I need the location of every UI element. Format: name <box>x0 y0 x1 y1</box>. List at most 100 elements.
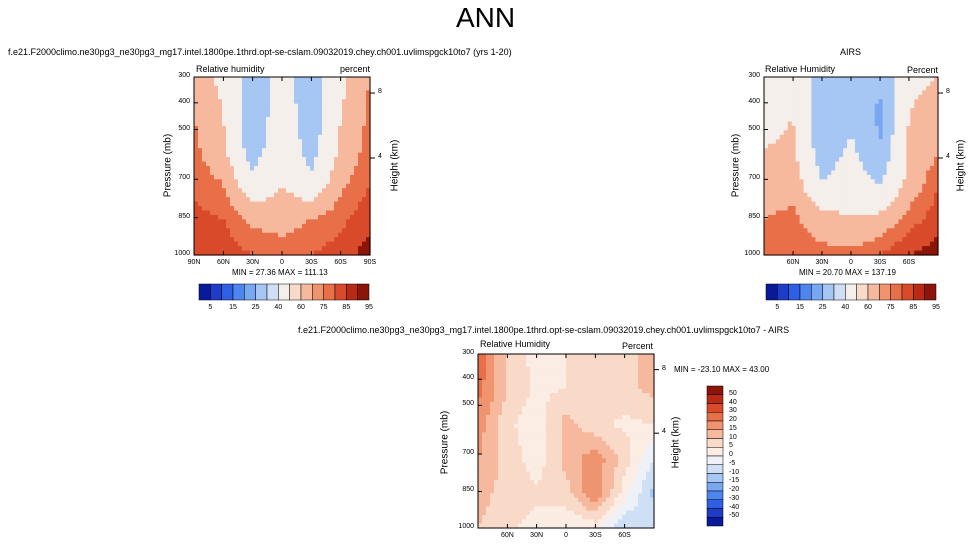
contour-cell <box>854 81 860 87</box>
contour-cell <box>642 419 647 425</box>
contour-cell <box>482 362 487 368</box>
contour-cell <box>582 401 587 407</box>
contour-cell <box>870 103 876 109</box>
contour-cell <box>294 130 299 136</box>
contour-cell <box>862 134 868 140</box>
contour-cell <box>294 210 299 216</box>
contour-cell <box>482 414 487 420</box>
panel-model-case-title: f.e21.F2000climo.ne30pg3_ne30pg3_mg17.in… <box>8 47 512 57</box>
contour-cell <box>594 380 599 386</box>
contour-cell <box>878 77 884 83</box>
panel-obs-variable-label: Relative Humidity <box>765 64 836 74</box>
contour-cell <box>226 148 231 154</box>
contour-cell <box>618 423 623 429</box>
contour-cell <box>234 188 239 194</box>
contour-cell <box>874 246 880 252</box>
contour-cell <box>791 201 797 207</box>
contour-cell <box>894 228 900 234</box>
contour-cell <box>779 148 785 154</box>
contour-cell <box>803 152 809 158</box>
contour-cell <box>811 121 816 127</box>
contour-cell <box>502 362 507 368</box>
contour-cell <box>358 228 363 234</box>
contour-cell <box>851 201 856 207</box>
contour-cell <box>851 228 856 234</box>
contour-cell <box>890 77 896 83</box>
contour-cell <box>510 388 515 394</box>
contour-cell <box>602 419 607 425</box>
contour-cell <box>858 219 864 225</box>
contour-cell <box>878 210 884 216</box>
contour-cell <box>214 152 219 158</box>
contour-cell <box>779 108 785 114</box>
contour-cell <box>764 143 769 149</box>
contour-cell <box>206 139 211 145</box>
contour-cell <box>799 250 805 256</box>
contour-cell <box>266 125 271 131</box>
contour-cell <box>878 214 884 220</box>
contour-cell <box>926 130 931 136</box>
contour-cell <box>266 139 271 145</box>
contour-cell <box>518 393 523 399</box>
contour-cell <box>490 388 495 394</box>
contour-cell <box>854 170 860 176</box>
contour-cell <box>238 94 243 100</box>
contour-cell <box>238 152 243 158</box>
contour-cell <box>914 134 919 140</box>
contour-cell <box>878 183 884 189</box>
colorbar-swatch <box>867 283 880 301</box>
contour-cell <box>294 99 299 105</box>
contour-cell <box>775 201 781 207</box>
contour-cell <box>803 214 809 220</box>
panel-diff-case-title: f.e21.F2000climo.ne30pg3_ne30pg3_mg17.in… <box>298 325 790 335</box>
contour-cell <box>634 441 639 446</box>
contour-cell <box>266 143 271 149</box>
contour-cell <box>764 246 769 252</box>
contour-cell <box>894 170 900 176</box>
contour-cell <box>262 130 267 136</box>
contour-cell <box>230 210 235 216</box>
contour-cell <box>294 148 299 154</box>
contour-cell <box>819 143 824 149</box>
contour-cell <box>218 77 223 83</box>
contour-cell <box>835 134 840 140</box>
contour-cell <box>598 388 603 394</box>
contour-cell <box>906 223 911 229</box>
contour-cell <box>922 130 927 136</box>
contour-cell <box>590 371 595 377</box>
contour-cell <box>622 458 627 464</box>
contour-cell <box>642 410 647 416</box>
contour-cell <box>882 85 888 91</box>
contour-cell <box>250 121 255 127</box>
contour-cell <box>882 206 888 212</box>
contour-cell <box>815 117 820 123</box>
contour-cell <box>522 371 527 377</box>
contour-cell <box>278 214 283 220</box>
contour-cell <box>854 237 860 243</box>
contour-cell <box>610 419 615 425</box>
contour-cell <box>799 125 805 131</box>
contour-cell <box>202 241 207 247</box>
contour-cell <box>330 246 335 252</box>
contour-cell <box>898 201 903 207</box>
contour-cell <box>506 362 511 368</box>
contour-cell <box>206 90 211 96</box>
contour-cell <box>878 134 884 140</box>
contour-cell <box>650 445 655 451</box>
contour-cell <box>914 174 919 180</box>
contour-cell <box>294 246 299 252</box>
contour-cell <box>910 117 915 123</box>
contour-cell <box>843 214 848 220</box>
contour-cell <box>550 462 555 468</box>
contour-cell <box>839 188 844 194</box>
contour-cell <box>618 375 623 381</box>
contour-cell <box>799 241 805 247</box>
contour-cell <box>238 125 243 131</box>
contour-cell <box>530 354 535 359</box>
panel-model-ylabel: Pressure (mb) <box>162 133 174 198</box>
contour-cell <box>914 201 919 207</box>
contour-cell <box>866 117 872 123</box>
contour-cell <box>278 103 283 109</box>
contour-cell <box>546 423 551 429</box>
contour-cell <box>598 427 603 433</box>
